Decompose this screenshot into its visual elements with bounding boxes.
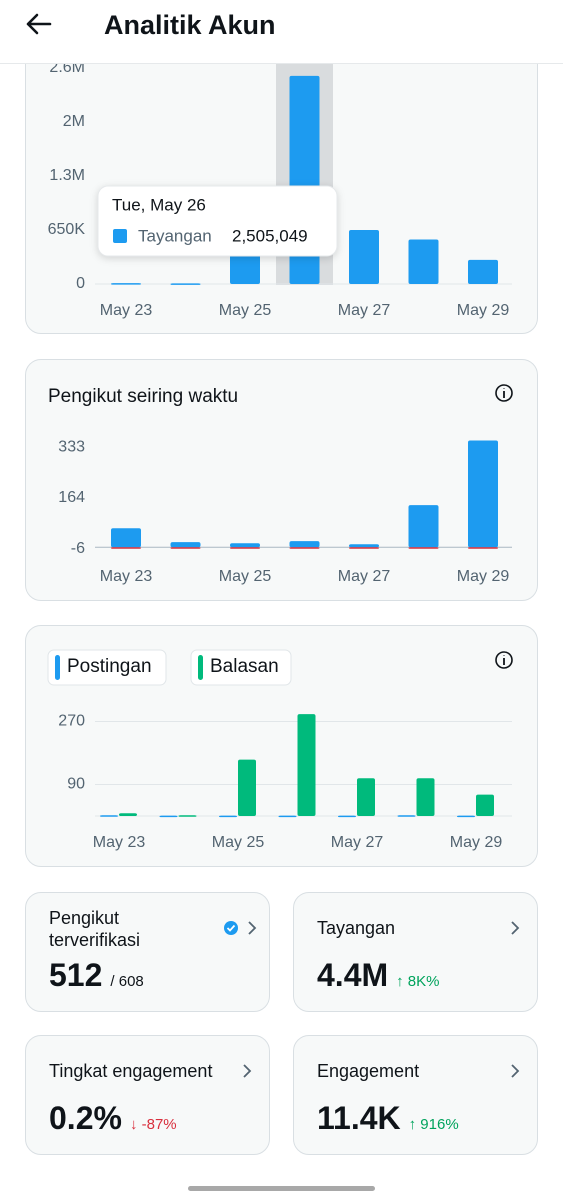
legend-swatch — [198, 655, 203, 680]
tooltip-title: Tue, May 26 — [112, 195, 206, 214]
stat-title: Tingkat engagement — [49, 1061, 213, 1081]
stat-title: Engagement — [317, 1061, 420, 1081]
chevron — [511, 921, 520, 935]
info-icon[interactable] — [495, 384, 513, 402]
legend-label: Balasan — [210, 656, 279, 677]
bar — [297, 714, 316, 816]
bar — [289, 547, 320, 549]
bar — [111, 528, 141, 548]
bar — [111, 547, 141, 549]
bar — [111, 283, 141, 285]
y-tick-label: 164 — [58, 489, 85, 506]
y-tick-label: 650K — [48, 221, 86, 238]
legend-swatch — [55, 655, 60, 680]
y-tick-label: 333 — [58, 438, 85, 455]
tooltip: Tue, May 26 Tayangan 2,505,049 — [97, 185, 338, 257]
stat-card[interactable]: Tayangan 4.4M ↑ 8K% — [293, 892, 538, 1012]
chart-title: Pengikut seiring waktu — [48, 386, 238, 407]
bar — [457, 815, 475, 818]
home-indicator — [188, 1186, 375, 1191]
info-icon[interactable] — [495, 651, 513, 669]
stat-title: Pengikut terverifikasi — [49, 908, 141, 950]
stat-icons — [224, 921, 257, 935]
legend-label: Postingan — [67, 656, 152, 677]
x-tick-label: May 25 — [219, 302, 272, 319]
x-tick-label: May 29 — [457, 302, 510, 319]
header: Analitik Akun — [0, 0, 563, 64]
x-tick-label: May 23 — [100, 302, 153, 319]
bar — [170, 542, 201, 548]
bar — [278, 815, 297, 818]
bar — [230, 543, 260, 548]
bar — [219, 815, 237, 818]
bar — [476, 794, 494, 816]
x-tick-label: May 29 — [450, 834, 503, 851]
bar — [159, 815, 178, 818]
x-tick-label: May 27 — [338, 568, 391, 585]
bar — [416, 778, 435, 816]
tooltip-series: Tayangan — [138, 226, 212, 245]
chevron — [243, 1064, 252, 1078]
bar — [238, 759, 256, 816]
followers-card — [25, 359, 538, 601]
bar — [408, 239, 439, 284]
bar — [349, 544, 379, 548]
charts: Pengikut seiring waktu 0650K1.3M2M2.6MMa… — [47, 59, 513, 851]
bar — [230, 547, 260, 549]
x-tick-label: May 27 — [331, 834, 384, 851]
y-tick-label: -6 — [71, 540, 85, 557]
stat-card[interactable]: Tingkat engagement 0.2% ↓ -87% — [25, 1035, 270, 1155]
x-tick-label: May 27 — [338, 302, 391, 319]
stat-card[interactable]: Pengikut terverifikasi 512/ 608 — [25, 892, 270, 1012]
bar — [170, 283, 201, 285]
y-tick-label: 0 — [76, 275, 85, 292]
bar — [338, 815, 356, 818]
y-tick-label: 1.3M — [49, 167, 85, 184]
bar — [468, 440, 498, 548]
bar — [468, 259, 498, 284]
stat-title: Tayangan — [317, 918, 396, 938]
stat-value: 11.4K ↑ 916% — [317, 1100, 459, 1136]
stat-value: 4.4M ↑ 8K% — [317, 957, 440, 993]
x-tick-label: May 29 — [457, 568, 510, 585]
bar — [357, 778, 375, 816]
bar — [119, 813, 137, 816]
x-tick-label: May 23 — [93, 834, 146, 851]
chevron — [511, 1064, 520, 1078]
stat-card[interactable]: Engagement 11.4K ↑ 916% — [293, 1035, 538, 1155]
tooltip-value: 2,505,049 — [232, 226, 308, 245]
legend — [47, 649, 292, 686]
bar — [230, 254, 260, 284]
bar — [178, 815, 197, 817]
bar — [100, 815, 118, 817]
bar — [349, 230, 379, 284]
back-button[interactable] — [14, 0, 74, 63]
y-tick-label: 2M — [63, 113, 85, 130]
bar — [408, 547, 439, 549]
page-title: Analitik Akun — [104, 10, 276, 40]
bar — [289, 541, 320, 548]
y-tick-label: 270 — [58, 713, 85, 730]
bar — [349, 547, 379, 549]
stat-value: 0.2% ↓ -87% — [49, 1100, 177, 1136]
x-tick-label: May 23 — [100, 568, 153, 585]
bar — [408, 505, 439, 548]
stat-value: 512/ 608 — [49, 957, 144, 993]
bar — [468, 547, 498, 549]
tooltip-swatch — [113, 229, 127, 243]
x-tick-label: May 25 — [219, 568, 272, 585]
bar — [170, 547, 201, 549]
y-tick-label: 90 — [67, 776, 85, 793]
x-tick-label: May 25 — [212, 834, 265, 851]
bar — [397, 815, 416, 817]
